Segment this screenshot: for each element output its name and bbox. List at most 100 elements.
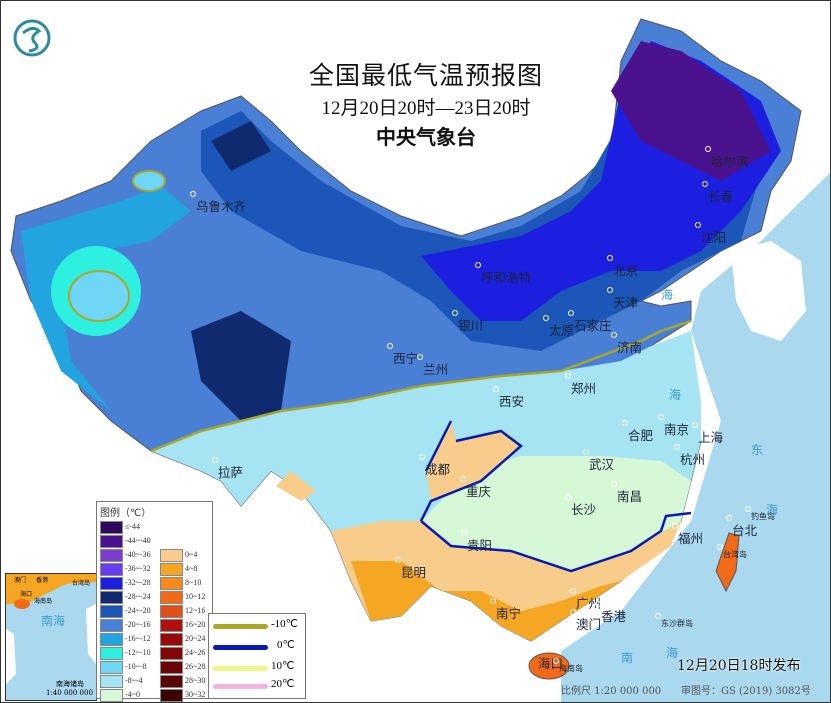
legend: 图例（℃） ≤-44 -44~-40 -40~-36 -36~-32 -32~-28 -2… [96,501,213,702]
zone-minus28 [191,121,291,421]
legend-label: ≤-44 [125,522,141,531]
legend-label: 4~8 [185,564,198,573]
city-label: 上海 [691,422,723,446]
cma-logo-icon [13,19,51,57]
legend-label: -40~-36 [125,550,151,559]
isoline-label: -10℃ [271,618,299,630]
city-label: 贵阳 [460,530,492,554]
map-title: 全国最低气温预报图 [308,61,543,90]
legend-swatch [100,647,123,660]
legend-label: -44~-40 [125,536,151,545]
legend-swatch [160,661,183,674]
zone-4to8 [351,561,621,641]
city-label: 拉萨 [211,457,243,481]
forecast-period: 12月20日20时—23日20时 [321,98,531,119]
inset-label: 海口 [20,591,33,598]
inset-scale: 1:40 000 000 [46,689,93,697]
legend-label: 26~28 [185,662,206,671]
legend-label: 0~4 [185,550,198,559]
city-label: 南宁 [489,598,521,622]
city-label: 银川 [451,310,483,334]
sea-label: 海 [669,388,682,402]
issuer: 中央气象台 [376,125,476,149]
legend-swatch [100,675,123,688]
isoline-swatch [213,684,268,689]
island-label: 台湾岛 [717,544,747,559]
taiwan-island [715,532,740,593]
city-label: 太原 [542,315,574,339]
legend-swatch [100,521,123,534]
city-label: 成都 [418,454,450,478]
legend-label: -32~-28 [125,578,151,587]
isoline-label: 20℃ [271,678,295,690]
legend-label: -20~-16 [125,620,151,629]
legend-title: 图例（℃） [100,508,152,519]
city-label: 长春 [701,181,733,205]
legend-label: -36~-32 [125,564,151,573]
city-label: 石家庄 [568,310,612,334]
inset-islands-label: 南海诸岛 [56,680,84,688]
legend-label: 12~16 [185,606,206,615]
legend-label: 30~32 [185,690,206,699]
legend-label: 20~24 [185,634,206,643]
legend-swatch [160,647,183,660]
legend-swatch [100,619,123,632]
inset-label: 澳门 [14,577,27,584]
city-label: 北京 [606,255,638,279]
isoline-swatch [213,624,268,629]
city-label: 武汉 [582,449,614,473]
legend-swatch [160,619,183,632]
isoline-legend: -10℃ 0℃ 10℃ 20℃ [208,613,306,699]
city-label: 广州 [569,588,601,612]
legend-label: -8~-4 [125,676,143,685]
city-label: 沈阳 [694,222,726,246]
map-approval-number: 审图号：GS (2019) 3082号 [681,686,811,697]
inset-sea-label: 南海 [41,614,66,628]
legend-swatch [160,577,183,590]
sea-label: 海 [661,288,674,302]
city-label: 福州 [671,523,703,547]
city-label: 西安 [492,386,524,410]
legend-swatch [160,633,183,646]
isoline-swatch [213,645,268,650]
legend-swatch [160,675,183,688]
city-label: 南昌 [610,481,642,505]
legend-label: -16~-12 [125,634,151,643]
legend-label: -4~0 [125,690,140,699]
city-label: 长沙 [564,494,596,518]
legend-label: 24~26 [185,648,206,657]
legend-swatch [100,535,123,548]
isoline-0 [419,420,692,573]
legend-label: 28~30 [185,676,206,685]
city-label: 杭州 [673,444,705,468]
inset-label: 海南岛 [34,598,53,605]
legend-swatch [100,563,123,576]
legend-label: 10~12 [185,592,206,601]
inset-label: 香港 [36,577,49,584]
zone-minus36 [611,41,771,181]
inset-label: 台湾岛 [72,580,91,587]
issued-time: 12月20日18时发布 [677,658,801,674]
city-label: 香港 [594,601,626,625]
legend-swatch [160,605,183,618]
city-label: 兰州 [416,354,448,378]
legend-swatch [160,591,183,604]
zone-minus16 [21,186,191,411]
sea-label: 南 [621,651,634,665]
city-label: 合肥 [621,420,653,444]
map-scale: 比例尺 1:20 000 000 [561,686,662,697]
legend-swatch [100,577,123,590]
isoline-swatch [213,666,268,671]
city-label: 台北 [725,515,757,539]
city-label: 天津 [606,287,638,311]
legend-label: 16~20 [185,620,206,629]
city-label: 澳门 [569,609,601,633]
zone-minus10 [68,270,130,322]
sea-label: 海 [766,503,779,517]
sea-label: 海 [666,646,679,660]
korea-land [731,241,806,341]
legend-swatch [100,689,123,702]
legend-swatch [160,689,183,702]
